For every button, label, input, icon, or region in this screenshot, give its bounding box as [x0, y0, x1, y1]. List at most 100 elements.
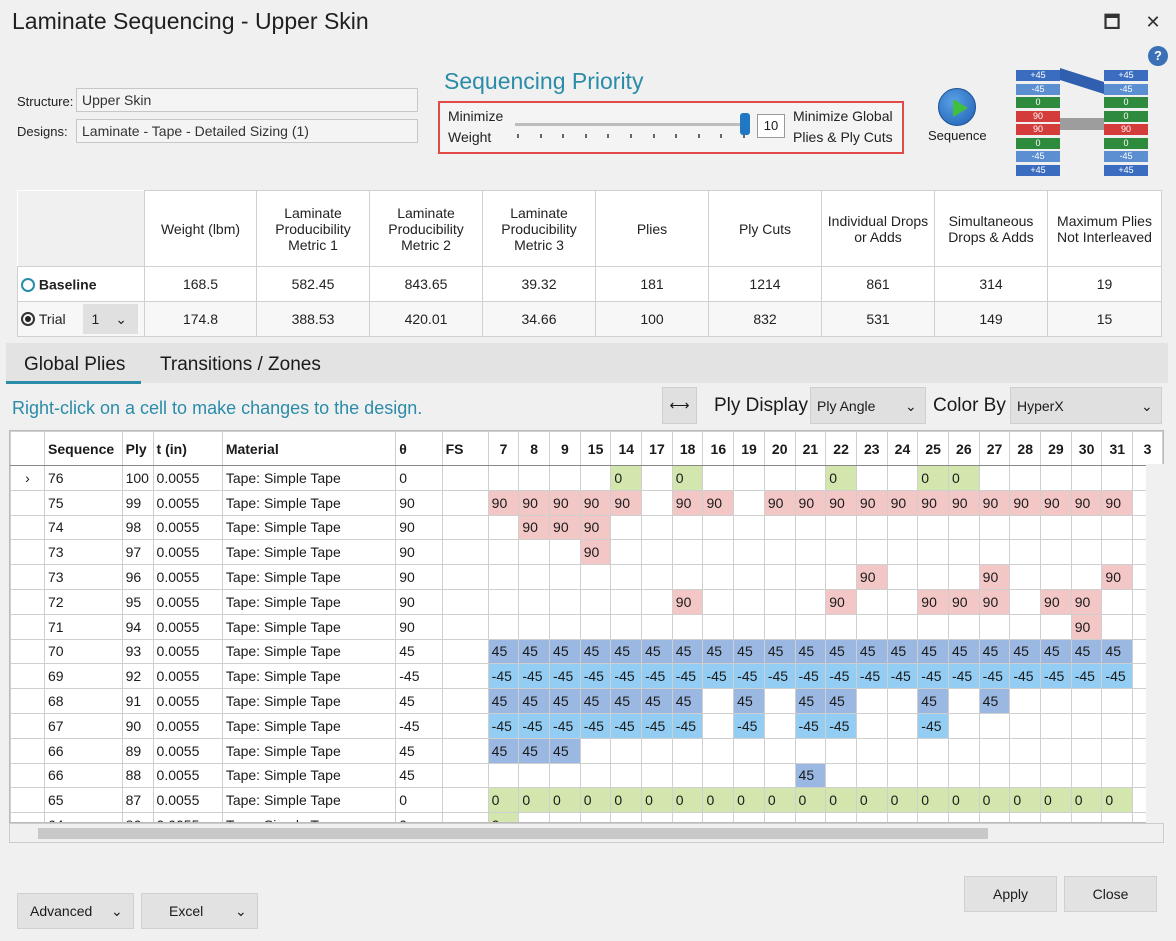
zone-cell[interactable]: -45: [794, 712, 827, 739]
zone-cell[interactable]: 90: [947, 489, 980, 516]
zone-cell[interactable]: -45: [978, 663, 1011, 690]
zone-cell[interactable]: 45: [518, 737, 551, 764]
grid-cell[interactable]: [441, 514, 489, 541]
zone-cell[interactable]: 45: [855, 638, 888, 665]
zone-cell[interactable]: [886, 688, 919, 714]
zone-cell[interactable]: 45: [549, 688, 581, 714]
zone-cell[interactable]: [1070, 712, 1103, 739]
zone-cell[interactable]: [978, 737, 1011, 764]
zone-cell[interactable]: [917, 564, 949, 590]
zone-cell[interactable]: [855, 737, 888, 764]
grid-cell[interactable]: 70: [44, 638, 123, 665]
zone-cell[interactable]: [702, 688, 735, 714]
table-row[interactable]: 75 99 0.0055 Tape: Simple Tape 90 90 90 90 90 90 9…: [10, 489, 1163, 516]
zone-cell[interactable]: -45: [1070, 663, 1103, 690]
zone-cell[interactable]: [978, 539, 1011, 566]
zone-cell[interactable]: [549, 812, 581, 822]
zone-cell[interactable]: [763, 465, 796, 491]
grid-cell[interactable]: [441, 588, 489, 615]
grid-cell[interactable]: 76: [44, 465, 123, 491]
zone-cell[interactable]: [855, 762, 888, 789]
zone-cell[interactable]: [579, 762, 612, 789]
grid-cell[interactable]: 45: [395, 638, 443, 665]
grid-cell[interactable]: [441, 688, 489, 714]
zone-cell[interactable]: 90: [549, 514, 581, 541]
grid-cell[interactable]: 73: [44, 539, 123, 566]
zone-cell[interactable]: [794, 539, 827, 566]
zone-cell[interactable]: [978, 812, 1011, 822]
zone-cell[interactable]: [702, 712, 735, 739]
zone-cell[interactable]: 90: [825, 588, 857, 615]
zone-cell[interactable]: [947, 762, 980, 789]
zone-cell[interactable]: 45: [1070, 638, 1103, 665]
color-by-dropdown[interactable]: HyperX ⌄: [1010, 387, 1162, 424]
zone-cell[interactable]: -45: [733, 663, 765, 690]
zone-cell[interactable]: 90: [978, 588, 1011, 615]
zone-cell[interactable]: 0: [1040, 787, 1072, 814]
zone-cell[interactable]: -45: [641, 663, 673, 690]
zone-cell[interactable]: 90: [671, 588, 704, 615]
zone-cell[interactable]: [886, 737, 919, 764]
zone-cell[interactable]: 90: [978, 564, 1011, 590]
zone-cell[interactable]: -45: [825, 663, 857, 690]
zone-cell[interactable]: [855, 465, 888, 491]
grid-cell[interactable]: 0.0055: [152, 539, 223, 566]
zone-cell[interactable]: [549, 762, 581, 789]
grid-cell[interactable]: Tape: Simple Tape: [221, 638, 397, 665]
grid-cell[interactable]: 66: [44, 762, 123, 789]
zone-cell[interactable]: 90: [549, 489, 581, 516]
zone-cell[interactable]: [702, 812, 735, 822]
zone-cell[interactable]: 45: [641, 688, 673, 714]
grid-cell[interactable]: 90: [395, 489, 443, 516]
structure-field[interactable]: Upper Skin: [76, 88, 418, 112]
grid-cell[interactable]: [441, 762, 489, 789]
zone-cell[interactable]: [978, 712, 1011, 739]
zone-cell[interactable]: 90: [487, 489, 520, 516]
zone-cell[interactable]: [733, 588, 765, 615]
zone-cell[interactable]: 45: [579, 638, 612, 665]
grid-cell[interactable]: Tape: Simple Tape: [221, 514, 397, 541]
zone-cell[interactable]: [1101, 514, 1134, 541]
grid-cell[interactable]: Tape: Simple Tape: [221, 465, 397, 491]
grid-cell[interactable]: 72: [44, 588, 123, 615]
zone-cell[interactable]: [978, 762, 1011, 789]
zone-cell[interactable]: [917, 737, 949, 764]
zone-cell[interactable]: 0: [917, 787, 949, 814]
zone-cell[interactable]: [763, 539, 796, 566]
grid-cell[interactable]: Tape: Simple Tape: [221, 787, 397, 814]
table-row[interactable]: 66 88 0.0055 Tape: Simple Tape 45 45: [10, 762, 1163, 789]
zone-cell[interactable]: [917, 812, 949, 822]
zone-cell[interactable]: [641, 762, 673, 789]
zone-cell[interactable]: -45: [702, 663, 735, 690]
zone-cell[interactable]: [1101, 465, 1134, 491]
zone-cell[interactable]: [855, 712, 888, 739]
zone-cell[interactable]: [579, 737, 612, 764]
grid-cell[interactable]: 99: [121, 489, 154, 516]
grid-cell[interactable]: 0.0055: [152, 514, 223, 541]
zone-cell[interactable]: [702, 465, 735, 491]
grid-cell[interactable]: Tape: Simple Tape: [221, 613, 397, 640]
zone-cell[interactable]: 0: [518, 787, 551, 814]
zone-cell[interactable]: [947, 613, 980, 640]
zone-cell[interactable]: [1040, 712, 1072, 739]
vertical-scrollbar[interactable]: [1146, 464, 1164, 823]
zone-cell[interactable]: 45: [518, 638, 551, 665]
zone-cell[interactable]: 45: [549, 737, 581, 764]
zone-cell[interactable]: -45: [1101, 663, 1134, 690]
grid-cell[interactable]: [441, 787, 489, 814]
zone-cell[interactable]: 90: [579, 539, 612, 566]
zone-cell[interactable]: 45: [579, 688, 612, 714]
zone-cell[interactable]: [763, 613, 796, 640]
zone-cell[interactable]: 90: [1070, 489, 1103, 516]
zone-cell[interactable]: [487, 539, 520, 566]
table-row[interactable]: 65 87 0.0055 Tape: Simple Tape 0 0 0 0 0 0 0 0 0 0 0 0 0…: [10, 787, 1163, 814]
grid-cell[interactable]: 0.0055: [152, 762, 223, 789]
zone-cell[interactable]: 90: [1101, 564, 1134, 590]
zone-cell[interactable]: [1040, 737, 1072, 764]
zone-cell[interactable]: [1101, 812, 1134, 822]
grid-cell[interactable]: [441, 663, 489, 690]
horizontal-scrollbar[interactable]: [9, 823, 1164, 843]
zone-cell[interactable]: [1101, 762, 1134, 789]
zone-cell[interactable]: 90: [978, 489, 1011, 516]
